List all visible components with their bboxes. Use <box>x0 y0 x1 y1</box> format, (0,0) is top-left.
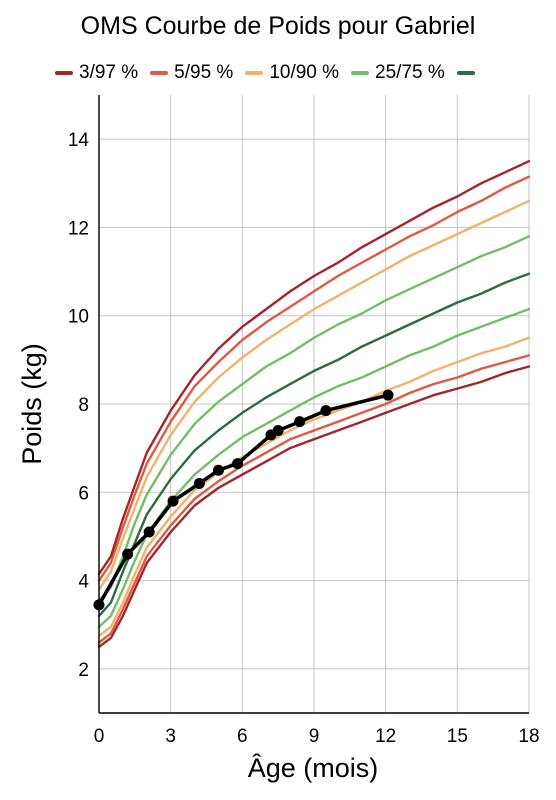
legend-item <box>456 58 481 88</box>
x-tick-label: 3 <box>165 726 176 747</box>
legend: 3/97 % 5/95 % 10/90 % 25/75 % <box>55 58 556 88</box>
legend-item: 5/95 % <box>150 58 233 88</box>
grid <box>98 95 530 713</box>
x-tick-label: 0 <box>94 726 105 747</box>
measurement-point <box>143 526 155 538</box>
y-tick-label: 12 <box>68 218 89 239</box>
percentile-curve <box>97 272 531 618</box>
measurement-point <box>272 424 284 436</box>
x-tick-label: 15 <box>447 726 468 747</box>
y-tick-label: 2 <box>78 660 89 681</box>
percentile-curve <box>97 159 531 576</box>
percentile-curve <box>97 199 531 591</box>
legend-item: 25/75 % <box>351 58 445 88</box>
measurement-point <box>167 495 179 507</box>
y-tick-label: 10 <box>68 307 89 328</box>
legend-swatch <box>245 70 264 75</box>
legend-label: 10/90 % <box>269 62 340 83</box>
measurement-point <box>193 477 205 489</box>
measurement-point <box>320 405 332 417</box>
percentile-curve <box>97 235 531 602</box>
legend-swatch <box>55 70 73 75</box>
x-tick-label: 12 <box>375 726 396 747</box>
legend-item: 10/90 % <box>245 58 339 88</box>
measurement-point <box>212 464 224 476</box>
legend-label: 3/97 % <box>79 62 139 83</box>
measurement-point <box>382 389 394 401</box>
percentile-curve <box>97 307 531 629</box>
y-tick-label: 6 <box>78 483 89 504</box>
legend-swatch <box>456 70 475 75</box>
axes: 0 3 6 9 12 15 18 2 4 6 8 10 12 14 <box>68 95 540 747</box>
measurement-point <box>122 548 134 560</box>
x-tick-label: 18 <box>518 726 539 747</box>
y-tick-label: 8 <box>78 395 89 416</box>
measurement-point <box>294 416 306 428</box>
chart-title: OMS Courbe de Poids pour Gabriel <box>80 12 476 40</box>
legend-label: 5/95 % <box>174 62 234 83</box>
legend-swatch <box>351 70 370 75</box>
percentile-curve <box>97 336 531 637</box>
y-tick-label: 14 <box>68 130 90 151</box>
legend-label: 25/75 % <box>375 62 445 83</box>
percentile-curve <box>97 354 531 644</box>
percentile-curve <box>97 175 531 582</box>
measurement-series <box>93 389 394 611</box>
percentile-curves <box>97 159 531 648</box>
legend-item: 3/97 % <box>55 58 138 88</box>
x-tick-label: 9 <box>309 726 320 747</box>
y-tick-label: 4 <box>78 572 89 593</box>
x-axis-label: Âge (mois) <box>248 752 379 783</box>
measurement-point <box>232 458 244 470</box>
percentile-curve <box>97 365 531 648</box>
legend-swatch <box>150 70 169 75</box>
y-axis-label: Poids (kg) <box>17 343 47 465</box>
x-tick-label: 6 <box>237 726 248 747</box>
